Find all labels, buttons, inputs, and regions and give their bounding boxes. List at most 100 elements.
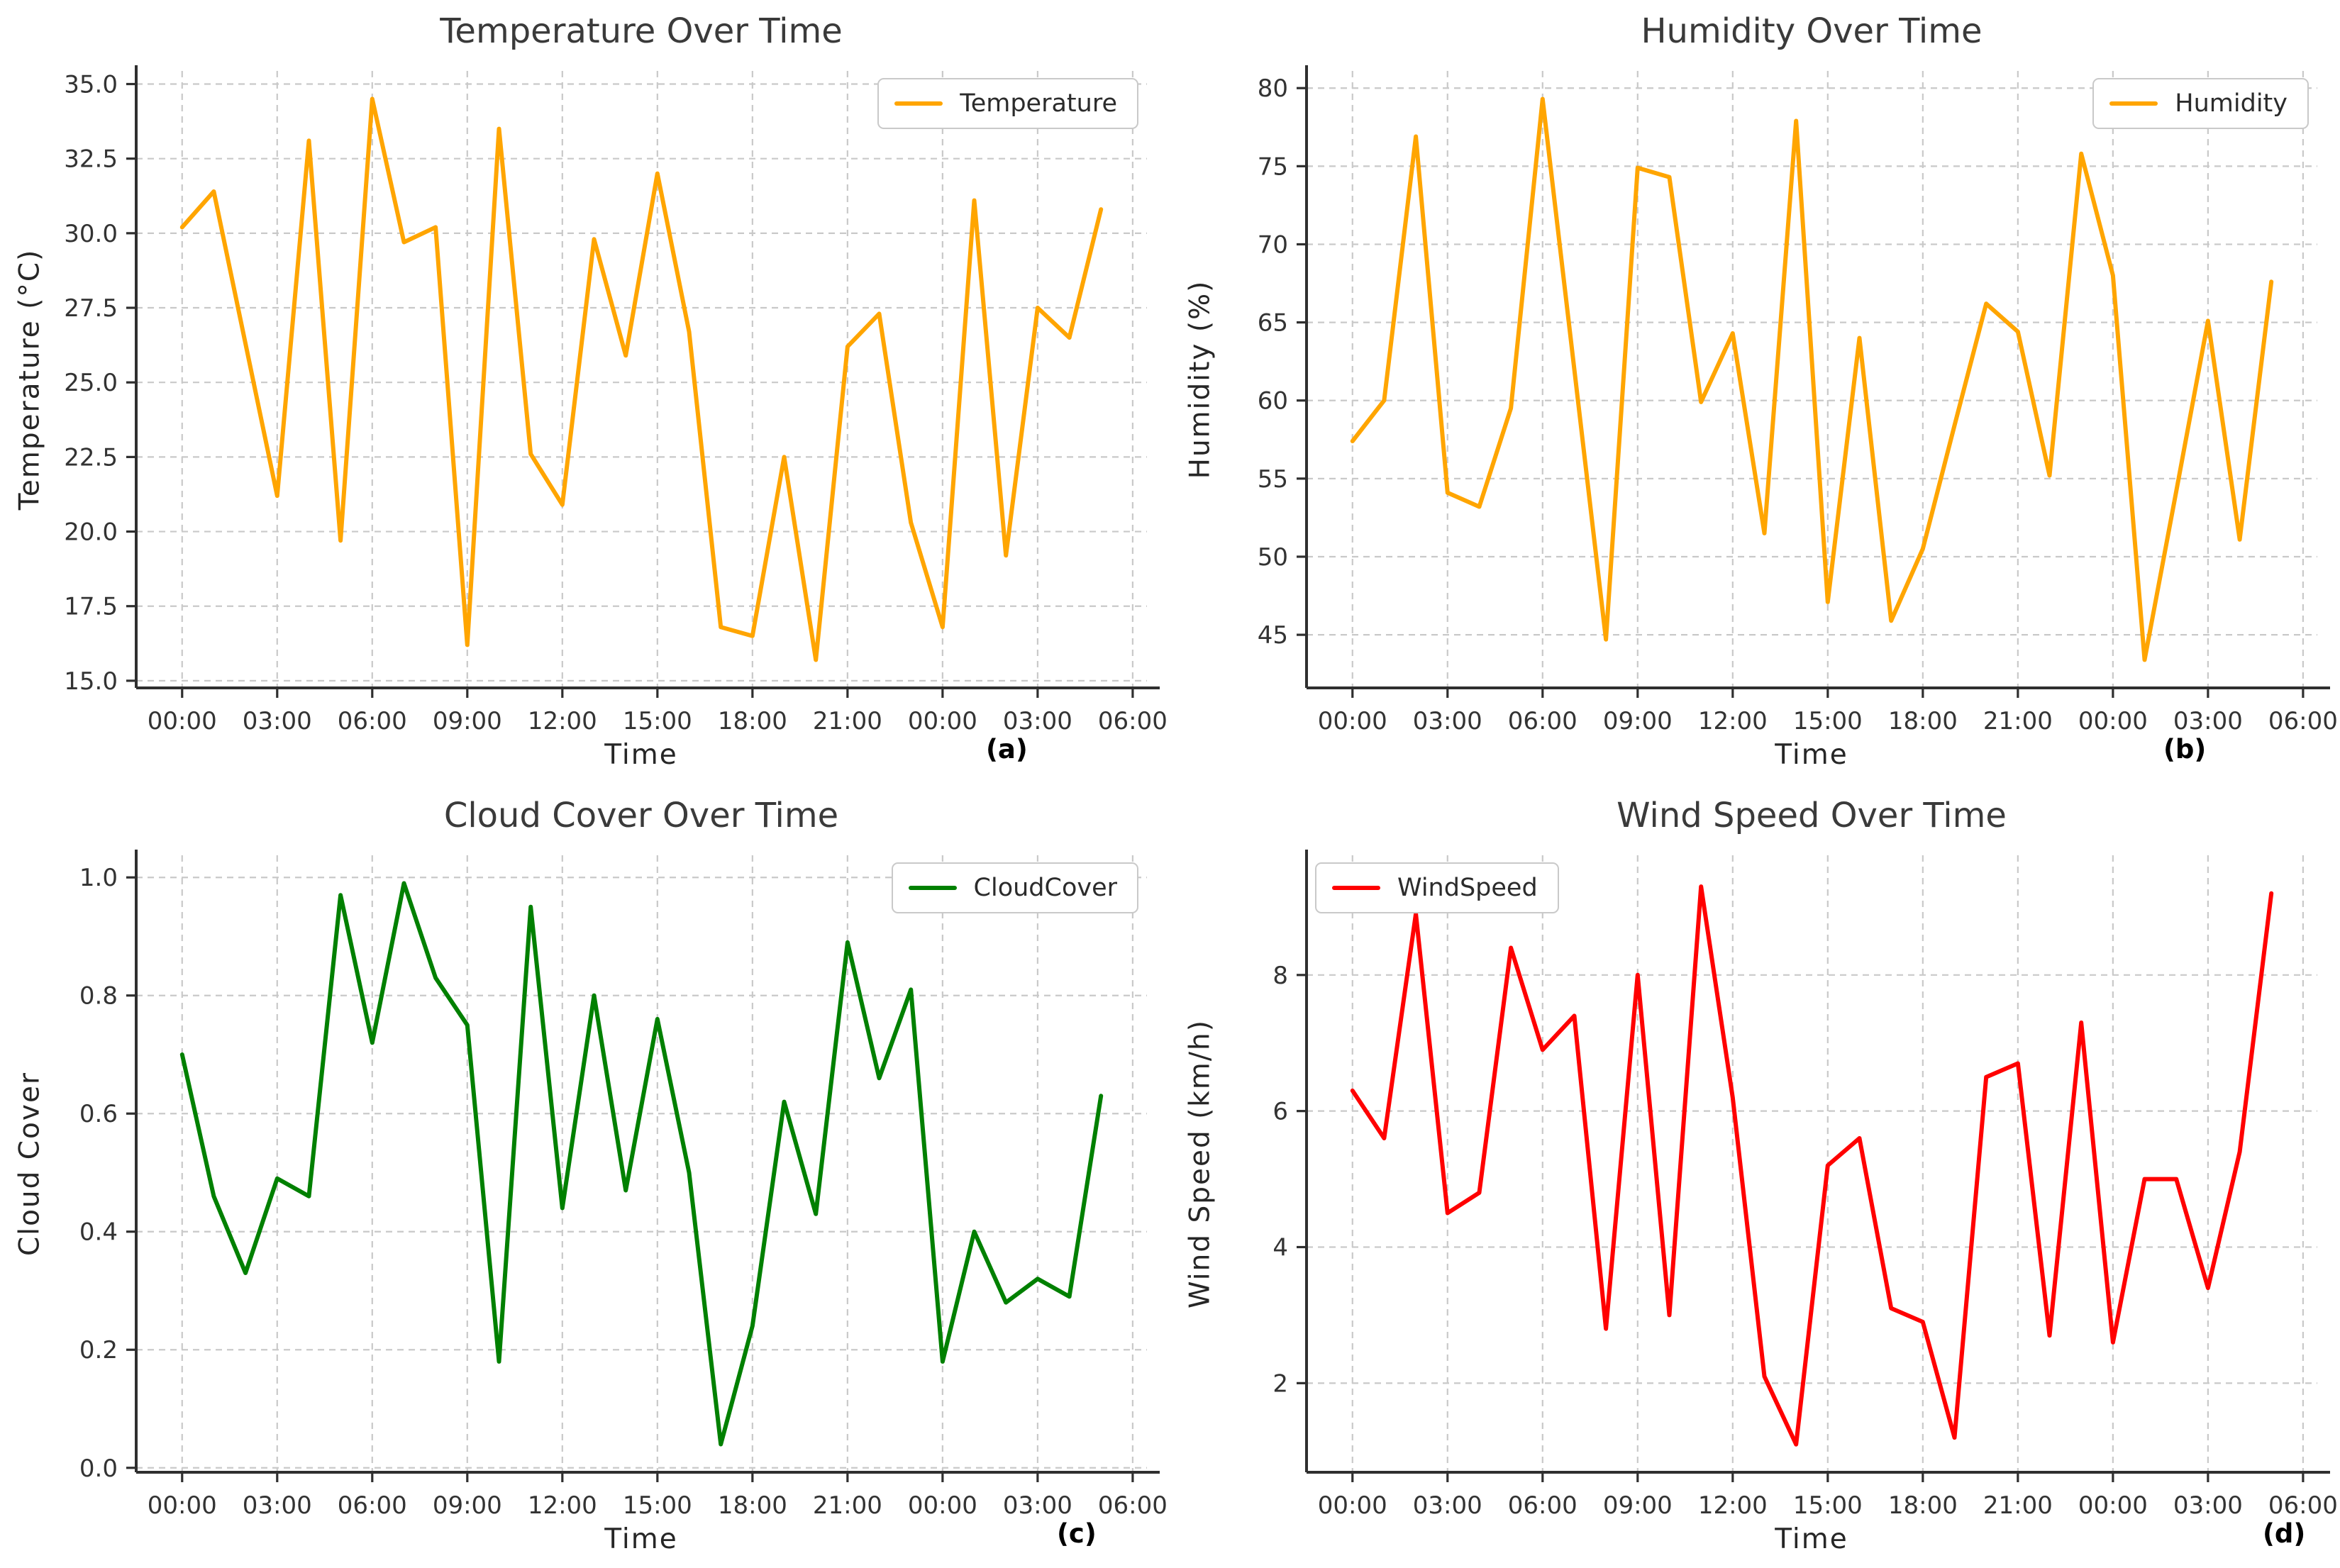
y-tick-label: 0.8 — [79, 982, 118, 1011]
x-tick-label: 09:00 — [1603, 707, 1673, 735]
x-axis-label: Time — [1775, 1523, 1848, 1555]
x-tick-label: 03:00 — [243, 707, 312, 735]
y-axis-label: Temperature (°C) — [13, 248, 46, 511]
x-tick-label: 06:00 — [1098, 707, 1168, 735]
y-tick-label: 65 — [1258, 309, 1288, 338]
subplot-letter: (c) — [1057, 1518, 1097, 1549]
x-tick-label: 03:00 — [1413, 707, 1482, 735]
subplot-letter: (a) — [986, 734, 1028, 764]
y-tick-label: 75 — [1258, 152, 1288, 181]
chart-panel-temperature: 00:00 03:00 06:00 09:00 12:00 15:00 18:00 21:00… — [0, 0, 1170, 784]
y-axis-label: Humidity (%) — [1184, 279, 1216, 479]
subplot-letter: (d) — [2263, 1518, 2306, 1549]
chart-panel-cloudcover: 00:00 03:00 06:00 09:00 12:00 15:00 18:00 21:00… — [0, 784, 1170, 1568]
x-tick-label: 00:00 — [908, 707, 977, 735]
x-tick-label: 18:00 — [718, 707, 787, 735]
x-tick-label: 03:00 — [1003, 1491, 1072, 1520]
y-tick-label: 30.0 — [64, 220, 118, 248]
y-tick-label: 60 — [1258, 387, 1288, 416]
legend: CloudCover — [891, 862, 1138, 913]
legend: Humidity — [2092, 78, 2309, 129]
legend-line-swatch — [894, 101, 943, 106]
x-tick-label: 00:00 — [148, 1491, 217, 1520]
x-tick-label: 06:00 — [1098, 1491, 1168, 1520]
x-tick-label: 21:00 — [813, 707, 882, 735]
x-tick-label: 03:00 — [2173, 1491, 2243, 1520]
series-line — [179, 881, 1104, 1447]
x-tick-label: 09:00 — [433, 1491, 502, 1520]
legend-label: Humidity — [2175, 89, 2288, 118]
x-tick-label: 12:00 — [1698, 1491, 1768, 1520]
x-axis-label: Time — [604, 739, 678, 771]
x-tick-label: 06:00 — [1508, 707, 1577, 735]
temperature-plot-canvas: 00:00 03:00 06:00 09:00 12:00 15:00 18:00 21:00… — [64, 65, 1168, 735]
x-tick-label: 06:00 — [338, 707, 407, 735]
y-tick-label: 70 — [1258, 230, 1288, 259]
x-tick-label: 21:00 — [813, 1491, 882, 1520]
x-tick-label: 12:00 — [528, 1491, 597, 1520]
x-tick-label: 12:00 — [528, 707, 597, 735]
y-tick-label: 27.5 — [64, 294, 118, 323]
x-tick-label: 15:00 — [1793, 1491, 1863, 1520]
x-tick-label: 18:00 — [718, 1491, 787, 1520]
y-tick-label: 55 — [1258, 465, 1288, 494]
x-tick-label: 06:00 — [2268, 707, 2338, 735]
y-tick-label: 32.5 — [64, 145, 118, 174]
y-tick-label: 25.0 — [64, 369, 118, 397]
cloudcover-plot-canvas: 00:00 03:00 06:00 09:00 12:00 15:00 18:00 21:00… — [79, 850, 1168, 1520]
x-tick-label: 15:00 — [1793, 707, 1863, 735]
legend-label: Temperature — [960, 89, 1117, 118]
legend-label: WindSpeed — [1397, 874, 1538, 902]
chart-title: Wind Speed Over Time — [1617, 796, 2007, 835]
x-tick-label: 03:00 — [1003, 707, 1072, 735]
y-tick-label: 6 — [1272, 1098, 1288, 1126]
legend-line-swatch — [1332, 886, 1380, 890]
y-tick-label: 15.0 — [64, 667, 118, 696]
x-tick-label: 09:00 — [433, 707, 502, 735]
x-tick-label: 15:00 — [623, 707, 692, 735]
chart-panel-windspeed: 00:00 03:00 06:00 09:00 12:00 15:00 18:00 21:00… — [1170, 784, 2340, 1568]
y-tick-label: 20.0 — [64, 518, 118, 547]
y-tick-label: 50 — [1258, 543, 1288, 572]
x-tick-label: 00:00 — [908, 1491, 977, 1520]
x-tick-label: 06:00 — [338, 1491, 407, 1520]
legend-line-swatch — [2109, 101, 2158, 106]
x-tick-label: 09:00 — [1603, 1491, 1673, 1520]
x-tick-label: 12:00 — [1698, 707, 1768, 735]
subplot-letter: (b) — [2163, 734, 2207, 764]
y-tick-label: 0.4 — [79, 1218, 118, 1247]
x-axis-label: Time — [604, 1523, 678, 1555]
series-line — [179, 96, 1104, 662]
x-tick-label: 03:00 — [1413, 1491, 1482, 1520]
y-tick-label: 0.6 — [79, 1100, 118, 1128]
y-axis-label: Cloud Cover — [13, 1072, 46, 1256]
y-tick-label: 4 — [1272, 1234, 1288, 1262]
x-tick-label: 21:00 — [1983, 707, 2053, 735]
x-tick-label: 03:00 — [2173, 707, 2243, 735]
windspeed-plot-canvas: 00:00 03:00 06:00 09:00 12:00 15:00 18:00 21:00… — [1272, 850, 2338, 1520]
x-tick-label: 06:00 — [1508, 1491, 1577, 1520]
x-tick-label: 18:00 — [1888, 1491, 1958, 1520]
chart-title: Cloud Cover Over Time — [443, 796, 839, 835]
x-tick-label: 00:00 — [1318, 707, 1387, 735]
humidity-plot-canvas: 00:00 03:00 06:00 09:00 12:00 15:00 18:00 21:00… — [1258, 65, 2338, 735]
x-tick-label: 06:00 — [2268, 1491, 2338, 1520]
y-tick-label: 2 — [1272, 1369, 1288, 1398]
legend: Temperature — [877, 78, 1138, 129]
x-tick-label: 21:00 — [1983, 1491, 2053, 1520]
y-tick-label: 22.5 — [64, 443, 118, 472]
x-tick-label: 00:00 — [2078, 707, 2148, 735]
legend-label: CloudCover — [973, 874, 1117, 902]
y-tick-label: 80 — [1258, 74, 1288, 103]
x-tick-label: 18:00 — [1888, 707, 1958, 735]
y-tick-label: 35.0 — [64, 71, 118, 99]
y-tick-label: 0.0 — [79, 1455, 118, 1483]
legend-line-swatch — [908, 886, 957, 890]
y-tick-label: 17.5 — [64, 593, 118, 621]
x-tick-label: 15:00 — [623, 1491, 692, 1520]
y-tick-label: 8 — [1272, 962, 1288, 990]
y-tick-label: 0.2 — [79, 1336, 118, 1364]
y-tick-label: 45 — [1258, 621, 1288, 650]
y-axis-label: Wind Speed (km/h) — [1184, 1019, 1216, 1308]
